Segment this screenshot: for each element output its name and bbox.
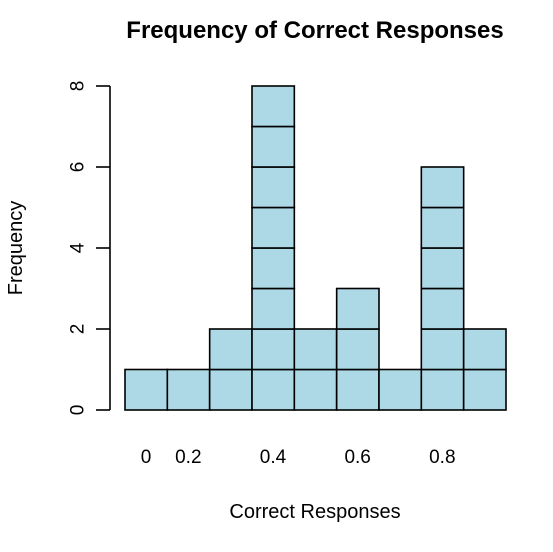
histogram-bar (335, 287, 380, 411)
histogram-bar-cell (420, 368, 465, 411)
histogram-bar (378, 368, 423, 411)
histogram-bar (420, 166, 465, 411)
histogram-bar-cell (251, 206, 296, 249)
x-tick-label: 0.2 (175, 447, 201, 468)
histogram-bar (208, 328, 253, 411)
x-tick-label: 0 (141, 447, 152, 468)
histogram-bar-cell (124, 368, 169, 411)
y-axis-label: Frequency (5, 201, 27, 296)
histogram-bar-cell (251, 328, 296, 371)
histogram-bar-cell (251, 287, 296, 330)
histogram-bar-cell (251, 368, 296, 411)
histogram-bar-cell (420, 287, 465, 330)
histogram-bar-cell (462, 368, 507, 411)
y-tick-label: 6 (68, 162, 89, 173)
y-tick-label: 0 (68, 405, 89, 416)
chart-title: Frequency of Correct Responses (126, 17, 503, 44)
histogram-bar-cell (335, 287, 380, 330)
histogram-bar-cell (420, 166, 465, 209)
x-tick-label: 0.4 (260, 447, 287, 468)
x-tick-label: 0.6 (344, 447, 370, 468)
histogram-bar (166, 368, 211, 411)
histogram-bar-cell (420, 328, 465, 371)
x-axis: 0 0.2 0.4 0.6 0.8 (141, 447, 456, 468)
histogram-bar (462, 328, 507, 411)
histogram-bar-cell (335, 368, 380, 411)
histogram-bar-cell (420, 247, 465, 290)
histogram-bar (124, 368, 169, 411)
histogram-bar (293, 328, 338, 411)
histogram-bar-cell (251, 166, 296, 209)
y-tick-label: 4 (68, 242, 89, 253)
histogram-bar-cell (251, 85, 296, 128)
y-tick-label: 8 (68, 81, 89, 92)
histogram-bar-cell (293, 368, 338, 411)
histogram-bar-cell (166, 368, 211, 411)
histogram-bar-cell (378, 368, 423, 411)
histogram-bar (251, 85, 296, 411)
x-tick-label: 0.8 (429, 447, 455, 468)
histogram-bar-cell (208, 328, 253, 371)
bars-layer (124, 85, 507, 411)
y-tick-label: 2 (68, 324, 89, 335)
x-axis-label: Correct Responses (229, 501, 400, 523)
histogram-bar-cell (462, 328, 507, 371)
histogram-bar-cell (208, 368, 253, 411)
histogram-bar-cell (251, 247, 296, 290)
y-axis: 0 2 4 6 8 (68, 81, 111, 416)
histogram-bar-cell (420, 206, 465, 249)
histogram-bar-cell (251, 125, 296, 168)
histogram-bar-cell (335, 328, 380, 371)
histogram-bar-cell (293, 328, 338, 371)
